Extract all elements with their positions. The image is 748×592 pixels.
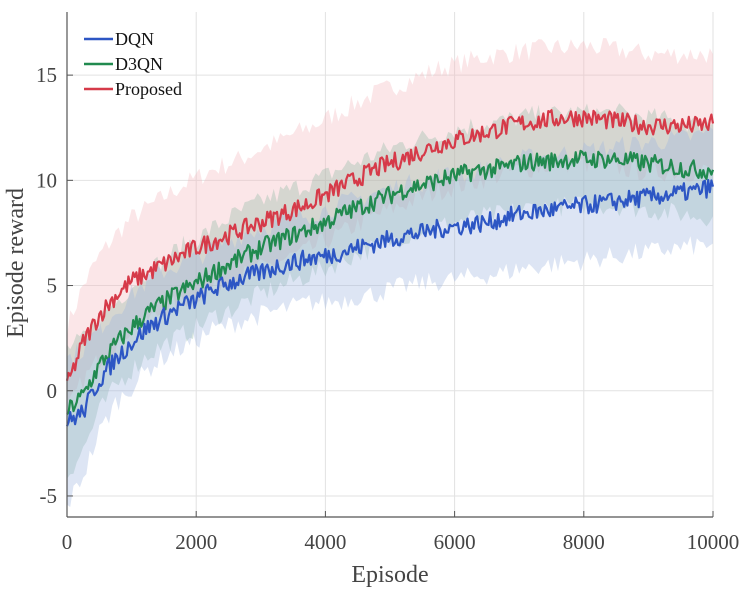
x-tick-label: 8000 bbox=[563, 530, 605, 554]
y-tick-label: 5 bbox=[47, 274, 58, 298]
std-bands bbox=[67, 38, 713, 508]
y-tick-label: 10 bbox=[36, 168, 57, 192]
legend-item-proposed: Proposed bbox=[84, 79, 182, 99]
x-tick-label: 2000 bbox=[175, 530, 217, 554]
legend-item-dqn: DQN bbox=[84, 29, 154, 49]
band-proposed bbox=[67, 38, 713, 405]
line-d3qn bbox=[66, 149, 715, 415]
legend: DQN D3QN Proposed bbox=[84, 29, 182, 99]
series-lines bbox=[65, 109, 715, 427]
y-tick-label: 0 bbox=[47, 379, 58, 403]
legend-label: D3QN bbox=[115, 54, 163, 74]
band-d3qn bbox=[67, 103, 713, 479]
x-axis-title: Episode bbox=[351, 562, 428, 588]
grid bbox=[66, 12, 714, 517]
x-tick-label: 10000 bbox=[687, 530, 740, 554]
line-proposed bbox=[65, 109, 715, 381]
axes bbox=[66, 12, 714, 518]
legend-label: DQN bbox=[115, 29, 154, 49]
band-dqn bbox=[67, 126, 713, 508]
x-tick-label: 6000 bbox=[434, 530, 476, 554]
legend-item-d3qn: D3QN bbox=[84, 54, 163, 74]
x-tick-label: 4000 bbox=[304, 530, 346, 554]
y-tick-label: -5 bbox=[40, 484, 58, 508]
x-tick-label: 0 bbox=[62, 530, 73, 554]
legend-label: Proposed bbox=[115, 79, 182, 99]
y-axis-title: Episode reward bbox=[3, 188, 29, 338]
line-dqn bbox=[65, 179, 715, 427]
y-tick-label: 15 bbox=[36, 63, 57, 87]
